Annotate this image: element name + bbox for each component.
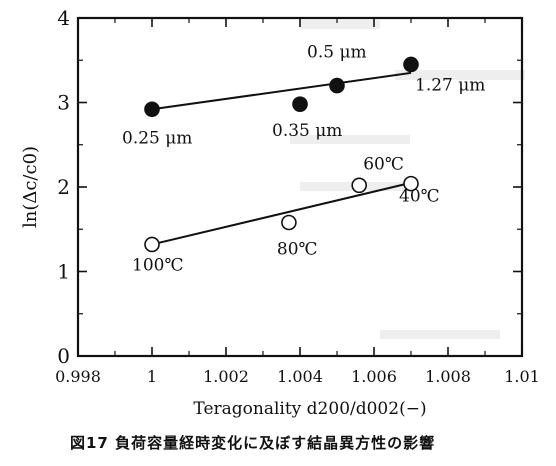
y-axis-title: ln(Δc/c0) [20, 146, 41, 228]
filled-data-point [144, 101, 160, 118]
x-tick-label: 1.01 [504, 367, 540, 386]
x-tick-label: 1.008 [425, 367, 471, 386]
open-data-point [144, 236, 160, 253]
filled-data-point [403, 56, 419, 73]
x-tick-label: 1.002 [203, 367, 249, 386]
y-tick-label: 1 [57, 260, 70, 284]
figure-caption: 図17 負荷容量経時変化に及ぼす結晶異方性の影響 [70, 434, 436, 452]
x-axis-title: Teragonality d200/d002(−) [193, 399, 426, 419]
y-tick-label: 0 [57, 344, 70, 368]
data-label: 80℃ [277, 239, 318, 259]
show-through-text [290, 135, 410, 144]
temperature-fit-line [151, 181, 412, 246]
show-through-text [395, 70, 525, 80]
plot-frame [76, 16, 524, 358]
x-tick-label: 1 [147, 367, 157, 386]
y-tick-label: 2 [57, 175, 70, 199]
filled-data-point [329, 77, 345, 94]
filled-data-point [292, 96, 308, 112]
data-label: 0.5 μm [307, 43, 367, 63]
open-data-point [281, 214, 297, 231]
data-label: 100℃ [132, 255, 183, 275]
show-through-text [300, 20, 380, 29]
open-data-point [351, 177, 368, 194]
data-label: 40℃ [399, 187, 440, 207]
y-tick-label: 4 [57, 6, 70, 30]
show-through-text [380, 330, 500, 339]
x-tick-label: 1.006 [351, 367, 397, 386]
grain-size-fit-line [151, 71, 412, 111]
open-data-point [403, 175, 419, 192]
x-tick-label: 1.004 [277, 367, 323, 386]
y-tick-label: 3 [57, 91, 70, 115]
data-label: 60℃ [363, 154, 404, 174]
x-tick-label: 0.998 [55, 367, 101, 386]
data-label: 1.27 μm [415, 75, 485, 95]
data-label: 0.35 μm [272, 121, 342, 141]
data-label: 0.25 μm [122, 128, 192, 148]
